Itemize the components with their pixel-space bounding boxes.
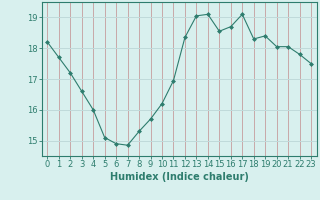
X-axis label: Humidex (Indice chaleur): Humidex (Indice chaleur) — [110, 172, 249, 182]
